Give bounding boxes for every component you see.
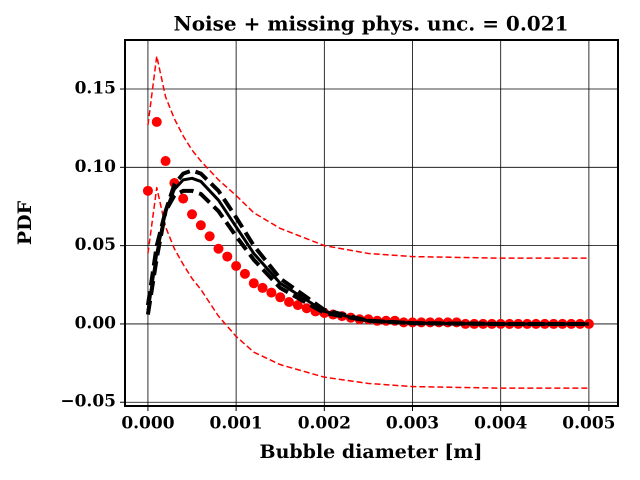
data-point: [248, 278, 259, 289]
data-layer: [142, 55, 594, 389]
data-point: [266, 287, 277, 298]
chart-title: Noise + missing phys. unc. = 0.021: [173, 12, 568, 36]
data-point: [222, 251, 233, 262]
ticks: 0.000 0.001 0.002 0.003 0.004 0.005 −0.05 0.00 0…: [60, 79, 615, 434]
y-tick-label: 0.05: [75, 235, 116, 255]
x-tick-label: 0.004: [474, 414, 527, 434]
x-tick-label: 0.005: [562, 414, 615, 434]
data-line: [145, 168, 589, 326]
data-point: [178, 193, 189, 204]
x-tick-label: 0.000: [121, 414, 174, 434]
data-line: [145, 188, 589, 326]
data-point: [301, 303, 312, 314]
data-point: [239, 268, 250, 279]
data-point: [257, 282, 268, 293]
data-point: [204, 231, 215, 242]
y-tick-label: −0.05: [60, 392, 116, 412]
data-point: [187, 209, 198, 220]
data-line: [147, 55, 589, 259]
data-point: [284, 297, 295, 308]
data-point: [275, 292, 286, 303]
data-point: [292, 300, 303, 311]
y-tick-label: 0.10: [75, 157, 117, 177]
data-point: [195, 220, 206, 231]
data-point: [231, 260, 242, 271]
data-point: [151, 116, 162, 127]
grid: [125, 40, 618, 406]
data-point: [213, 243, 224, 254]
y-axis-label: PDF: [14, 200, 36, 245]
x-tick-label: 0.001: [210, 414, 263, 434]
x-tick-label: 0.002: [298, 414, 351, 434]
x-tick-label: 0.003: [386, 414, 439, 434]
y-tick-label: 0.15: [75, 79, 116, 99]
x-axis-label: Bubble diameter [m]: [260, 441, 483, 463]
plot-frame: [124, 39, 619, 407]
data-point: [160, 156, 171, 167]
data-line: [147, 186, 589, 389]
y-tick-label: 0.00: [75, 313, 117, 333]
plot-area: [125, 40, 618, 406]
data-point: [142, 185, 153, 196]
